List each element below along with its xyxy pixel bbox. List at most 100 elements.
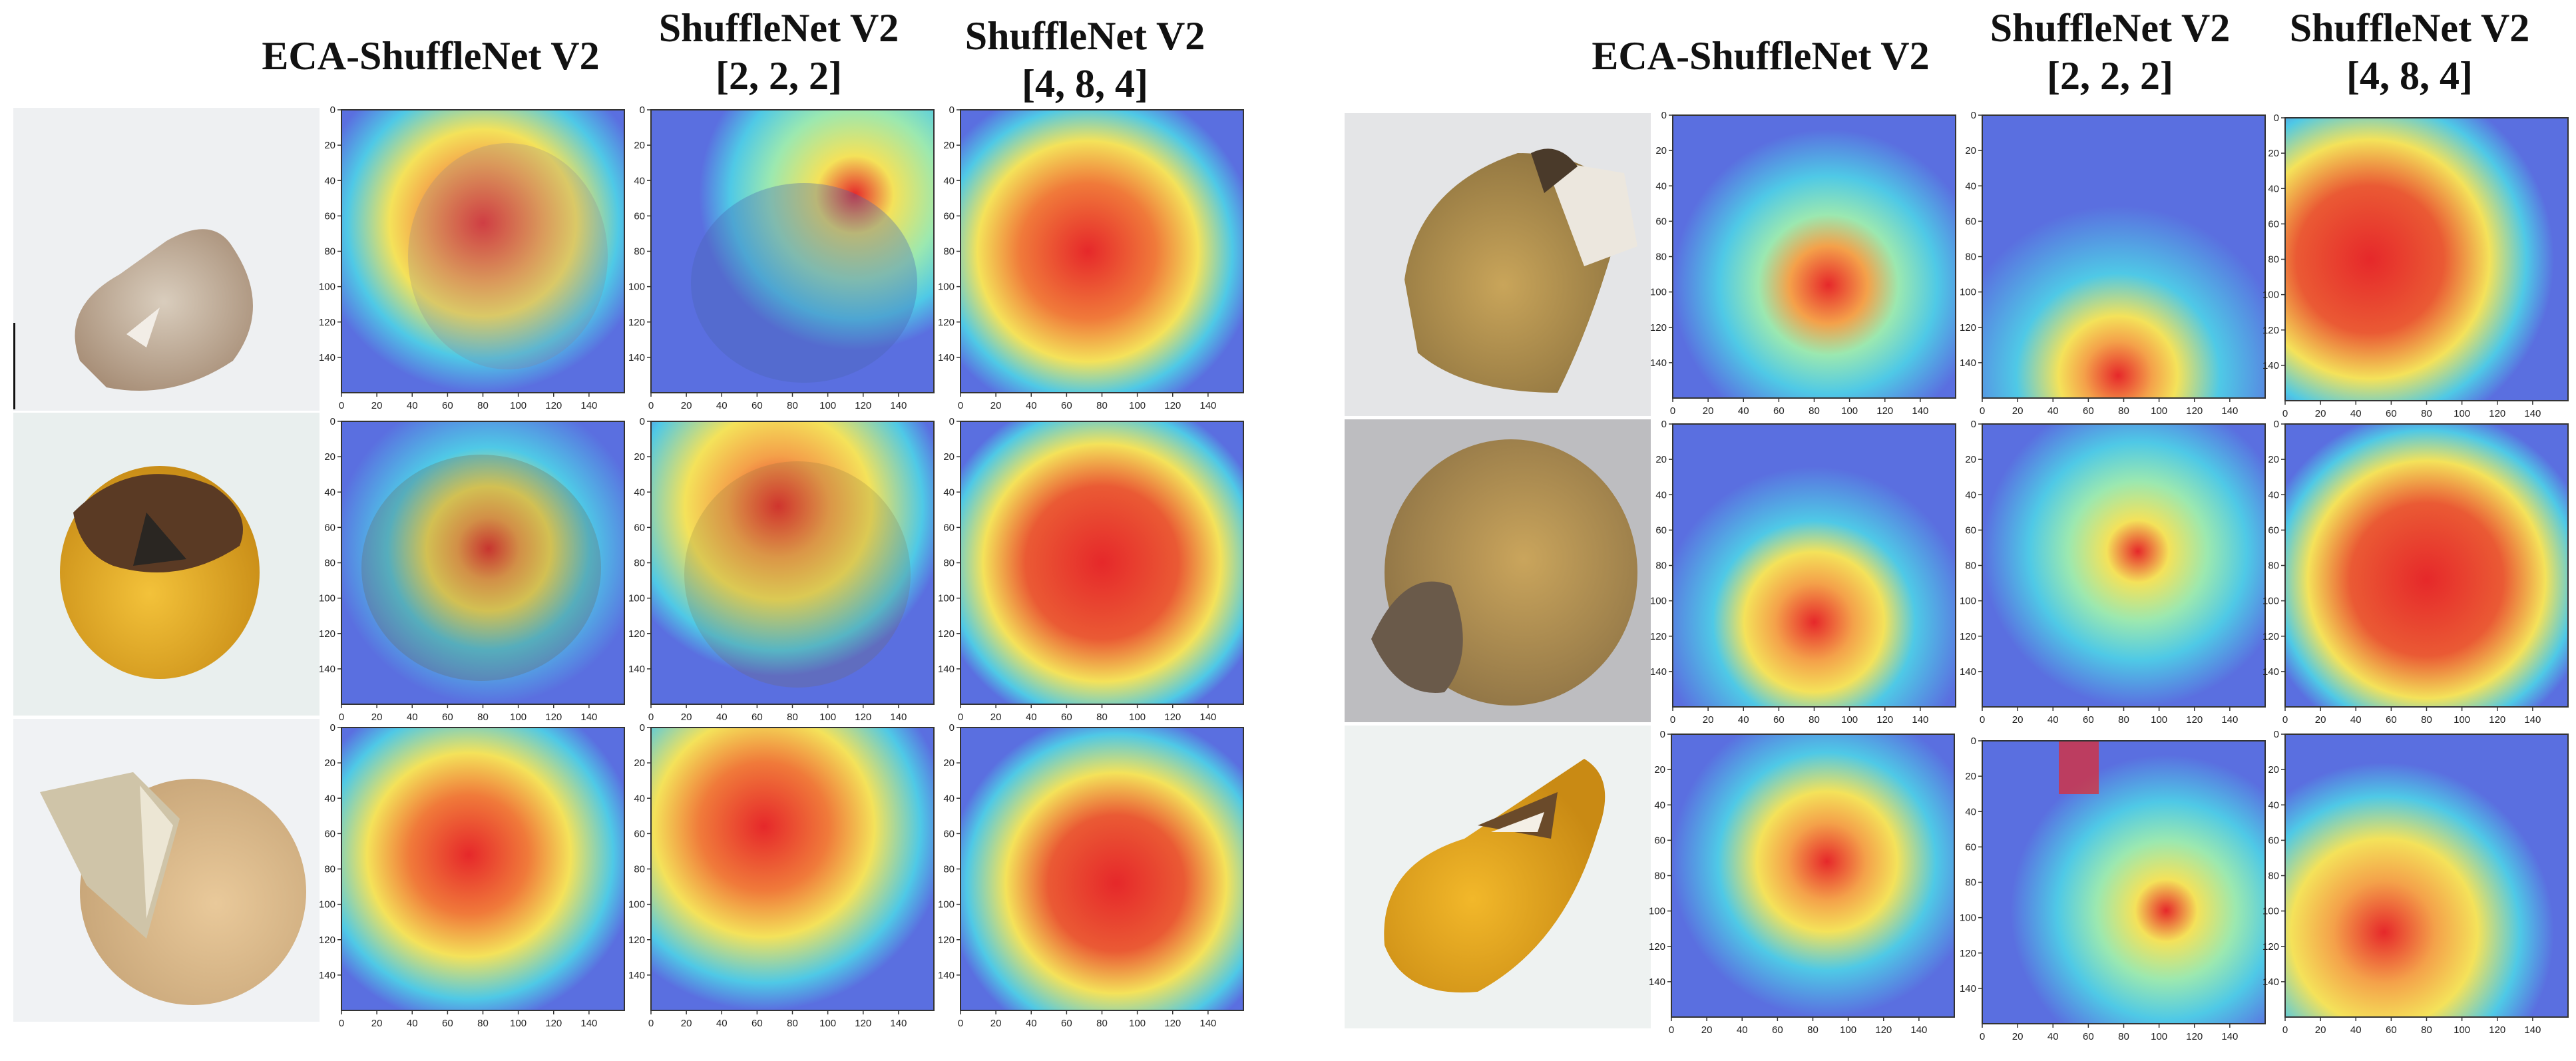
y-tick-label: 0 (1660, 729, 1665, 740)
y-tick-label: 140 (319, 664, 335, 675)
x-tick-label: 0 (339, 1018, 344, 1029)
y-tick-label: 40 (943, 793, 955, 804)
y-tick-label: 80 (1654, 871, 1665, 882)
y-tick-label: 60 (1965, 841, 1976, 853)
x-tick-label: 120 (1164, 400, 1181, 411)
x-tick-label: 100 (510, 712, 527, 723)
y-tick-label: 40 (1654, 799, 1665, 811)
x-tick-label: 120 (2186, 1031, 2203, 1042)
y-tick-label: 100 (319, 282, 335, 293)
x-tick-label: 0 (958, 1018, 963, 1029)
x-tick-label: 40 (1026, 400, 1037, 411)
x-tick-label: 60 (1061, 712, 1072, 723)
y-tick-label: 140 (1650, 357, 1667, 369)
x-tick-label: 100 (1129, 400, 1146, 411)
y-tick-label: 60 (1654, 835, 1665, 846)
y-tick-label: 140 (1650, 666, 1667, 678)
x-tick-label: 120 (2186, 405, 2203, 417)
y-tick-label: 20 (943, 451, 955, 463)
x-tick-label: 100 (2151, 1031, 2167, 1042)
right-header-s484: ShuffleNet V2 [4, 8, 4] (2256, 4, 2563, 100)
x-tick-label: 80 (1807, 1024, 1819, 1036)
x-tick-label: 140 (1199, 400, 1216, 411)
y-tick-label: 0 (2274, 112, 2279, 124)
y-tick-label: 20 (1654, 764, 1665, 775)
y-tick-label: 0 (330, 105, 335, 116)
x-tick-label: 120 (1164, 712, 1181, 723)
y-tick-label: 80 (943, 864, 955, 875)
left-header-s222-text: ShuffleNet V2 (658, 6, 899, 50)
x-tick-label: 20 (990, 400, 1002, 411)
y-tick-label: 120 (938, 935, 955, 946)
x-tick-label: 20 (2012, 405, 2024, 417)
y-tick-label: 120 (1960, 948, 1976, 959)
y-tick-label: 20 (2268, 764, 2279, 775)
x-tick-label: 40 (1738, 405, 1749, 417)
x-tick-label: 60 (2386, 714, 2397, 726)
x-tick-label: 60 (1773, 405, 1785, 417)
y-tick-label: 40 (2268, 489, 2279, 501)
right-row3-s484-heatmap: 0 20 40 60 80 100 120 140 0 20 40 60 80 100 120 140 (2262, 729, 2576, 1037)
y-tick-label: 100 (1960, 287, 1976, 298)
x-tick-label: 100 (1129, 1018, 1146, 1029)
y-tick-label: 40 (634, 793, 645, 804)
y-tick-label: 40 (1655, 489, 1667, 501)
x-tick-label: 120 (1876, 714, 1893, 726)
y-tick-label: 20 (324, 757, 335, 769)
left-header-eca: ECA-ShuffleNet V2 (248, 32, 614, 80)
x-tick-label: 40 (2350, 408, 2362, 419)
x-tick-label: 40 (716, 1018, 728, 1029)
x-tick-label: 20 (2012, 1031, 2024, 1042)
x-tick-label: 20 (2315, 714, 2326, 726)
y-tick-label: 20 (943, 140, 955, 151)
x-tick-label: 60 (1061, 400, 1072, 411)
x-tick-label: 0 (339, 712, 344, 723)
x-tick-label: 20 (681, 400, 692, 411)
y-tick-label: 80 (324, 558, 335, 569)
x-tick-label: 0 (1669, 1024, 1674, 1036)
x-tick-label: 120 (545, 400, 562, 411)
x-tick-label: 100 (1841, 714, 1858, 726)
x-tick-label: 80 (2118, 405, 2129, 417)
x-tick-label: 100 (510, 1018, 527, 1029)
right-row2-s484-heatmap: 0 20 40 60 80 100 120 140 0 20 40 60 80 100 120 140 (2262, 419, 2576, 727)
y-tick-label: 60 (1655, 525, 1667, 536)
x-tick-label: 0 (958, 400, 963, 411)
y-tick-label: 80 (2268, 254, 2279, 266)
right-row3-s222-heatmap: 0 20 40 60 80 100 120 140 0 20 40 60 80 100 120 140 (1960, 736, 2273, 1044)
left-photo-row2 (13, 413, 320, 716)
y-tick-label: 120 (938, 628, 955, 640)
y-tick-label: 140 (628, 664, 645, 675)
x-tick-label: 60 (2083, 1031, 2094, 1042)
y-tick-label: 0 (330, 722, 335, 734)
left-row1-s222-heatmap: 0 20 40 60 80 100 120 140 0 20 40 60 80 100 120 140 (628, 105, 942, 413)
left-header-s222: ShuffleNet V2 [2, 2, 2] (626, 4, 932, 100)
y-tick-label: 80 (324, 246, 335, 258)
right-photo-row2 (1345, 419, 1651, 722)
x-tick-label: 120 (2489, 714, 2505, 726)
y-tick-label: 0 (1661, 419, 1667, 430)
y-tick-label: 120 (1649, 941, 1665, 953)
x-tick-label: 140 (1912, 714, 1928, 726)
x-tick-label: 60 (442, 1018, 453, 1029)
y-tick-label: 100 (1650, 596, 1667, 607)
x-tick-label: 20 (2315, 408, 2326, 419)
y-tick-label: 140 (938, 664, 955, 675)
y-tick-label: 100 (319, 593, 335, 604)
x-tick-label: 40 (1737, 1024, 1748, 1036)
x-tick-label: 100 (819, 400, 836, 411)
y-tick-label: 60 (1965, 216, 1976, 227)
y-tick-label: 80 (324, 864, 335, 875)
right-header-s222-text: ShuffleNet V2 (1990, 6, 2231, 50)
left-row2-s222-heatmap: 0 20 40 60 80 100 120 140 0 20 40 60 80 100 120 140 (628, 416, 942, 724)
x-tick-label: 60 (2083, 405, 2094, 417)
y-tick-label: 0 (640, 722, 645, 734)
y-tick-label: 40 (324, 793, 335, 804)
x-tick-label: 0 (648, 400, 654, 411)
y-tick-label: 120 (1650, 322, 1667, 333)
x-tick-label: 120 (1875, 1024, 1892, 1036)
x-tick-label: 0 (339, 400, 344, 411)
x-tick-label: 20 (990, 1018, 1002, 1029)
y-tick-label: 120 (628, 628, 645, 640)
left-divider-bar (13, 323, 15, 409)
